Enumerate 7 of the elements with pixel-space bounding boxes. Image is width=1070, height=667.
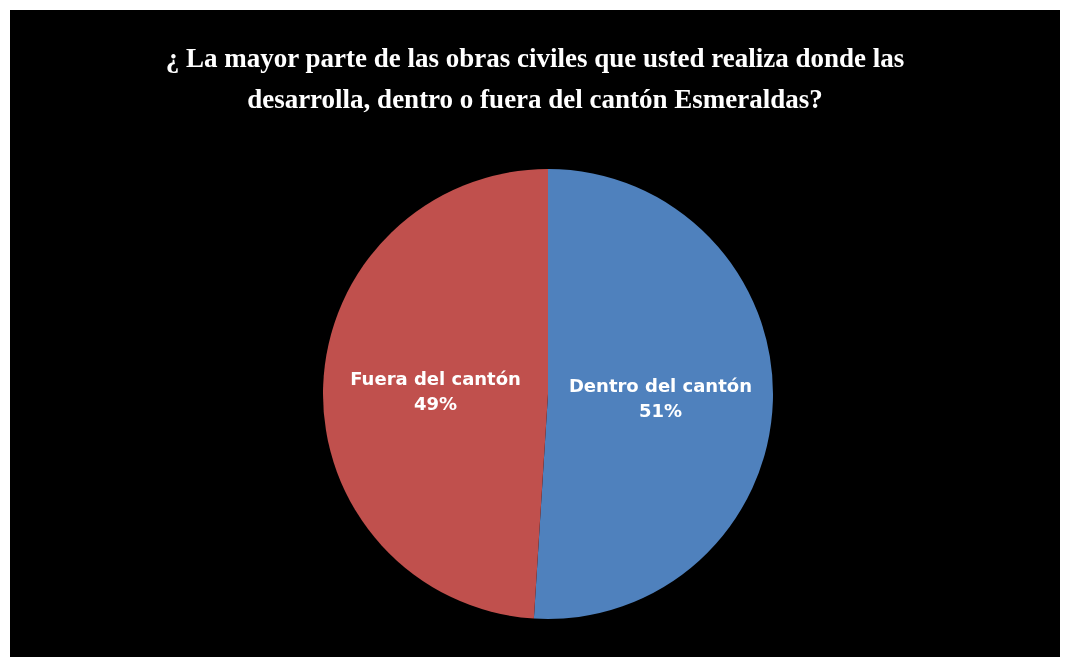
data-label: 49% — [414, 393, 458, 415]
slice-label: Dentro del cantón — [568, 375, 752, 397]
slice-label: Fuera del cantón — [350, 368, 521, 390]
pie-slice — [533, 169, 773, 619]
data-label: 51% — [638, 400, 682, 422]
chart-title: ¿ La mayor parte de las obras civiles que usted realiza donde las desarrolla, dentro o fuera del cantón Esmeraldas? — [164, 42, 906, 116]
pie-slice — [323, 169, 548, 619]
